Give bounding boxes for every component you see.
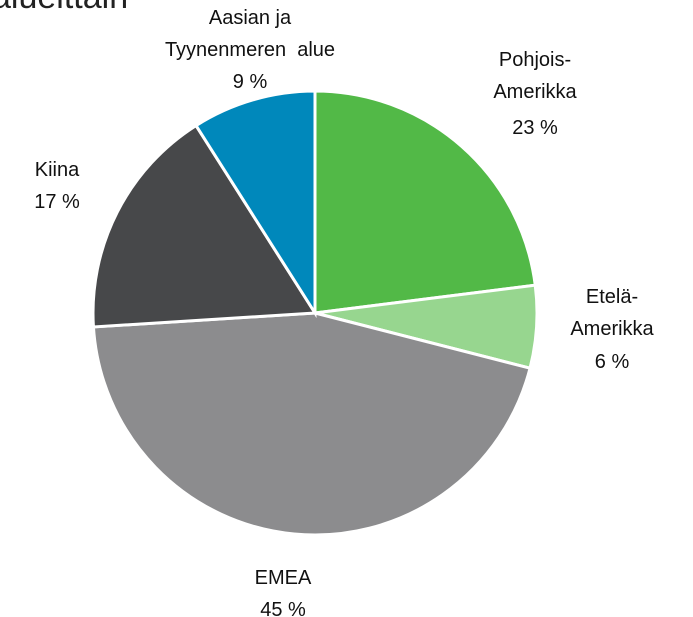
value-label: 17 %	[34, 191, 80, 213]
pie-slice	[91, 123, 318, 329]
chart-title: alueittain	[0, 0, 128, 17]
slice-label: EMEA	[254, 567, 312, 589]
slice-label: Aasian ja Tyynenmeren alue	[164, 7, 336, 61]
value-label: 45 %	[260, 599, 306, 617]
slice-label: Etelä- Amerikka	[570, 286, 654, 340]
pie-slice	[91, 311, 532, 537]
value-label: 23 %	[512, 117, 558, 139]
slice-label: Kiina	[34, 159, 80, 181]
slice-label: Pohjois- Amerikka	[493, 49, 577, 103]
pie-slice	[313, 89, 537, 315]
pie-slice	[193, 89, 317, 319]
value-label: 6 %	[594, 351, 630, 373]
value-label: 9 %	[232, 71, 268, 93]
